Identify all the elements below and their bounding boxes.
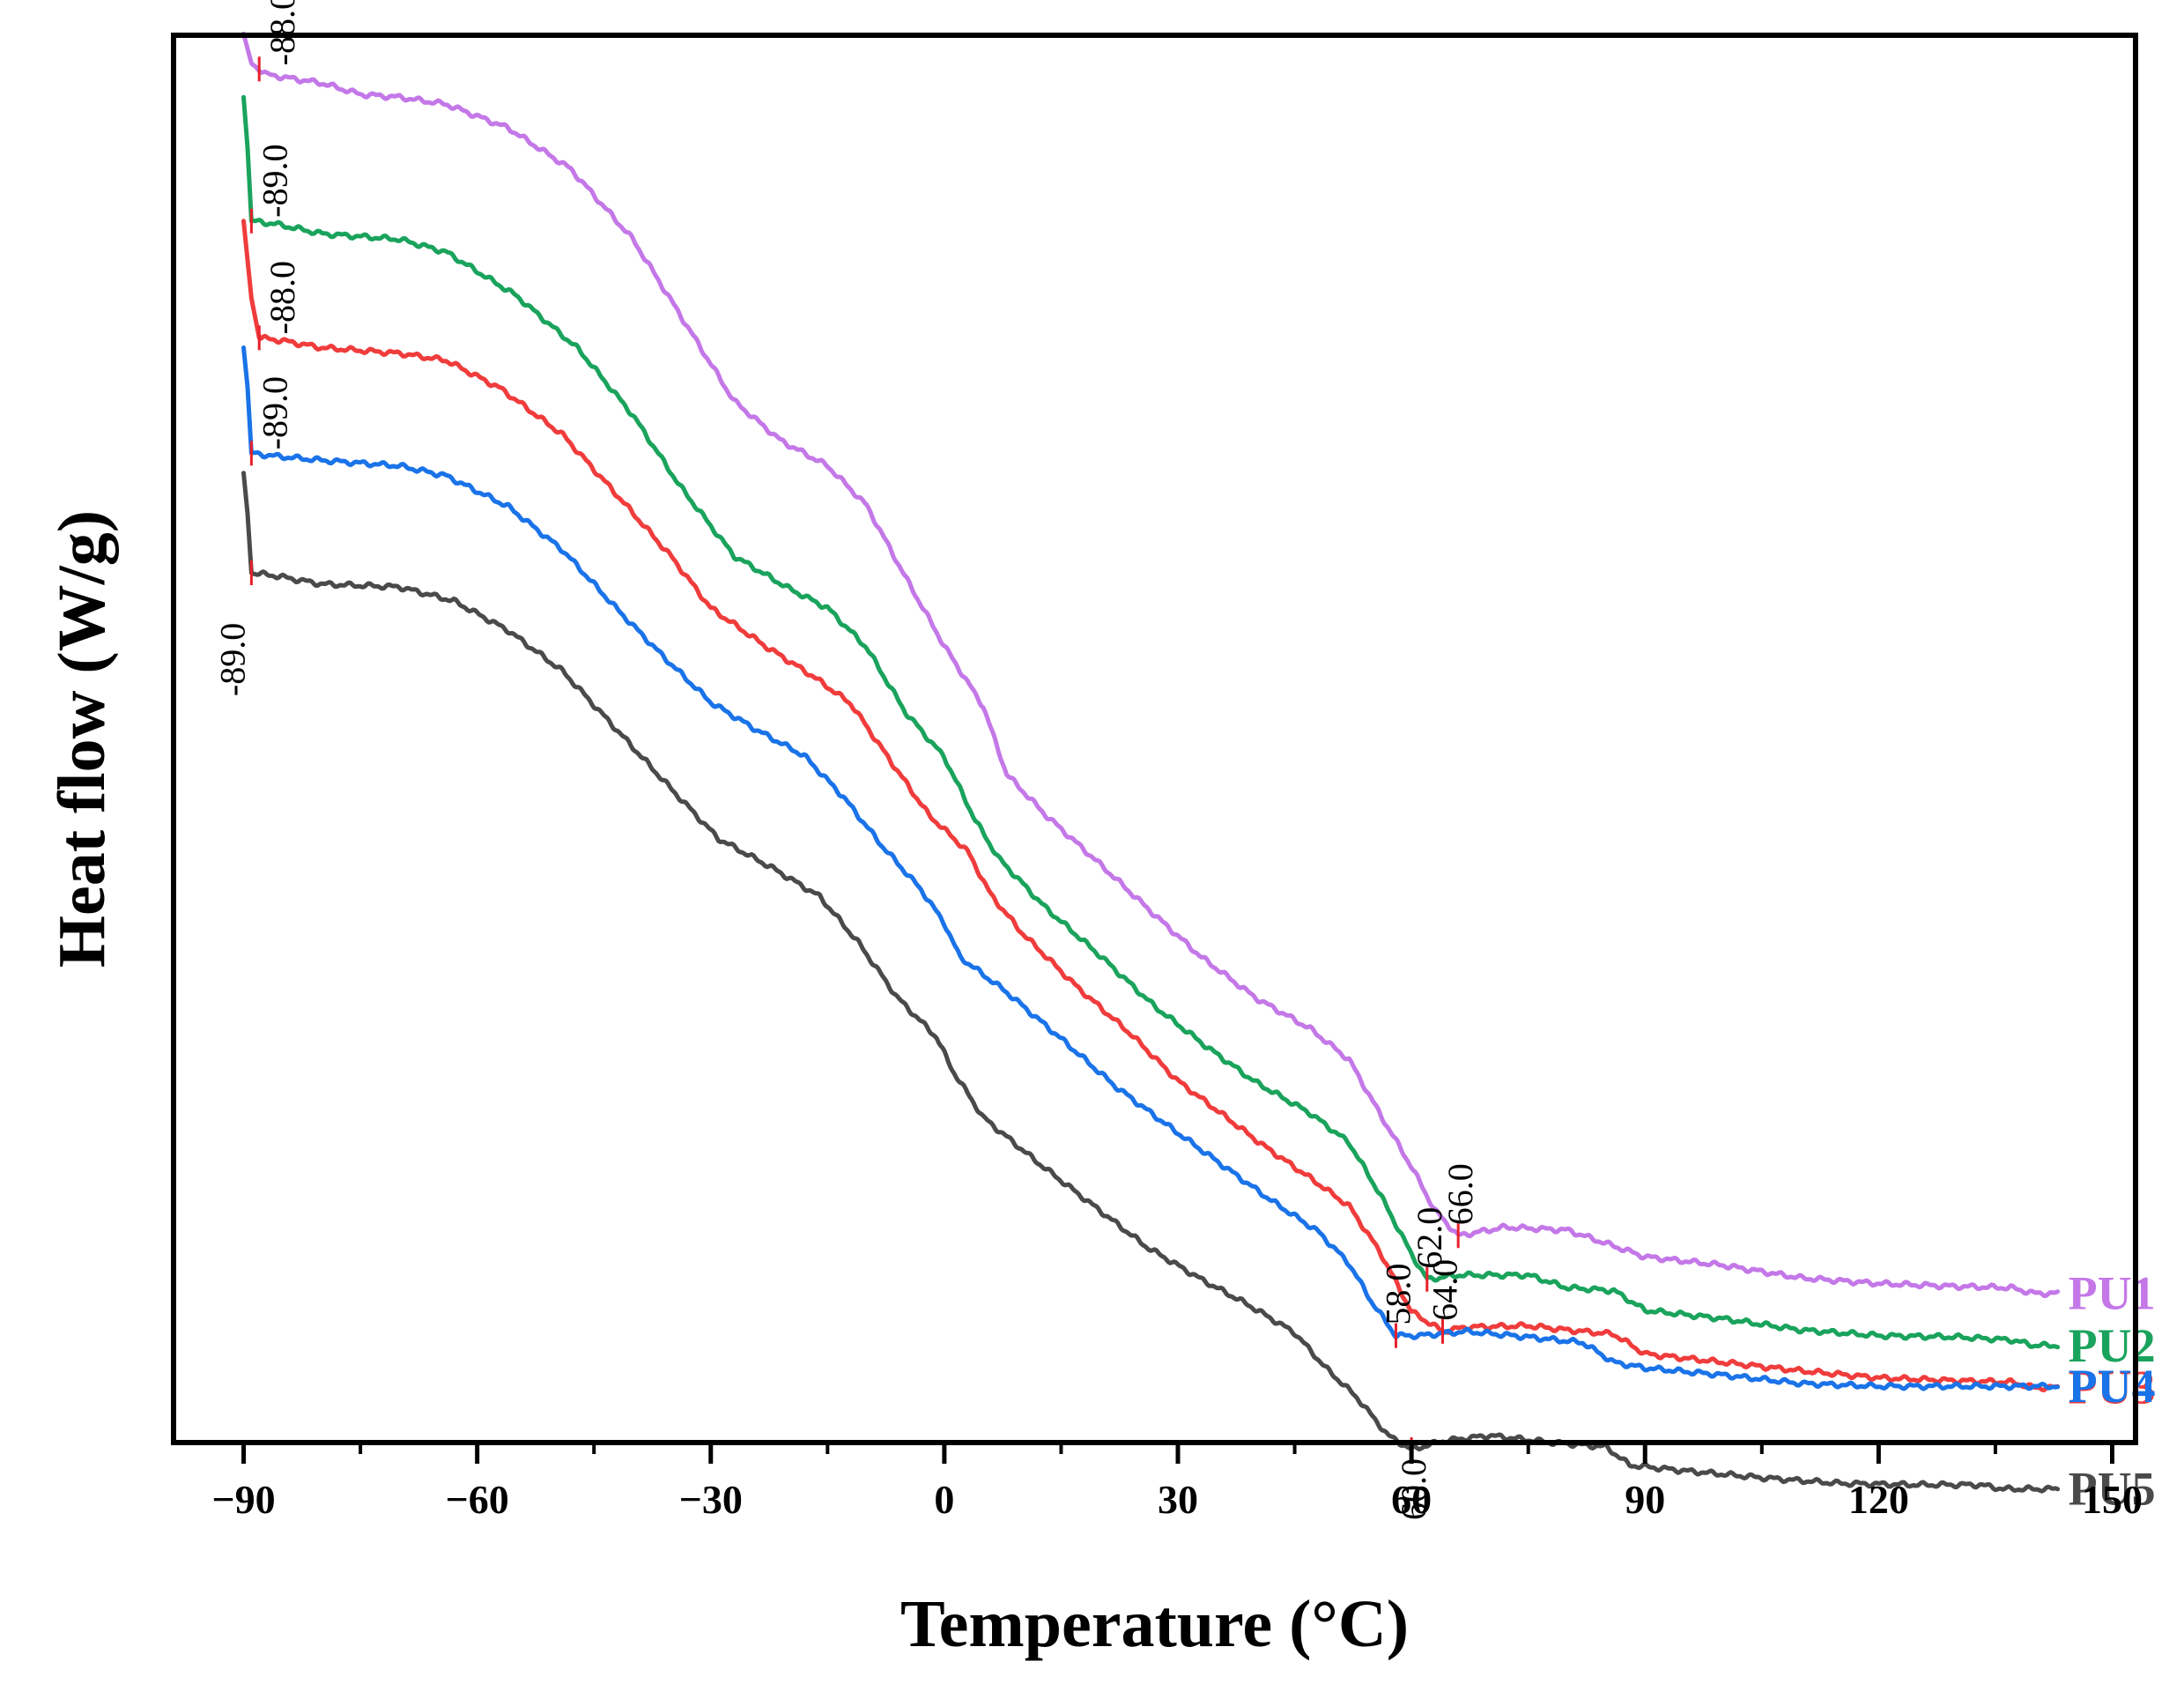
tg-label-pu2-low: -89.0 [255,144,294,217]
x-tick-label: 30 [1158,1477,1198,1522]
legend-label-pu1: PU1 [2069,1267,2156,1320]
x-tick-label: 90 [1625,1477,1665,1522]
series-line-pu4 [241,345,2061,1391]
plot-frame [171,33,2138,1445]
y-axis-title: Heat flow (W/g) [45,510,119,968]
tg-label-pu5-low: -89.0 [212,623,252,696]
x-tick-label: 0 [934,1477,954,1522]
curves-group [241,31,2061,1494]
x-tick-label: −60 [446,1477,509,1522]
series-line-pu3 [241,219,2061,1392]
tg-label-pu3-high: 64.0 [1425,1259,1464,1321]
x-tick-label: −90 [211,1477,275,1522]
tg-label-pu4-low: -89.0 [255,376,294,449]
series-line-pu1 [241,31,2061,1298]
x-tick-label: −30 [679,1477,743,1522]
x-tick-label: 120 [1848,1477,1909,1522]
tg-label-pu5-high: 60.0 [1394,1458,1433,1520]
legend-label-pu3: PU3 [2069,1361,2156,1414]
legend-label-pu5: PU5 [2069,1463,2156,1516]
tg-label-pu4-high: 58.0 [1378,1264,1418,1325]
tg-label-pu2-high: 62.0 [1410,1207,1449,1269]
tg-label-pu1-high: 66.0 [1440,1163,1480,1225]
x-axis: −90 −60 −30 0 30 60 90 120 150 [211,1443,2143,1522]
glass-transition-markers: -88.066.0-89.062.0-88.064.0-89.058.0-89.… [212,0,1480,1520]
series-line-pu2 [241,94,2061,1350]
tg-label-pu3-low: -88.0 [263,261,302,334]
legend-label-pu4: PU4 [2069,1360,2156,1413]
legend-label-pu2: PU2 [2069,1319,2156,1372]
x-tick-label: 60 [1391,1477,1432,1522]
x-tick-label: 150 [2082,1477,2143,1522]
series-line-pu5 [241,471,2061,1494]
x-axis-title: Temperature (°C) [900,1587,1409,1661]
